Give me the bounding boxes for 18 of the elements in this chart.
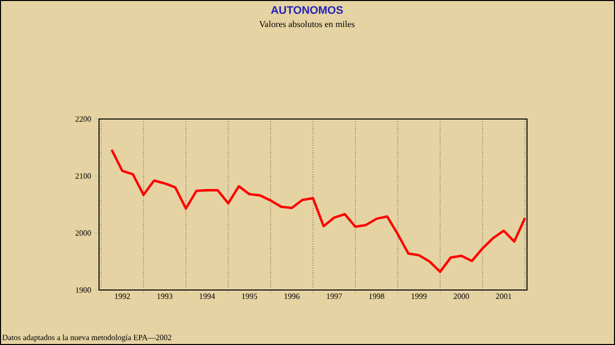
x-tick-label: 1992 bbox=[115, 294, 130, 299]
y-tick-label: 2100 bbox=[76, 173, 91, 179]
chart-subtitle: Valores absolutos en miles bbox=[259, 20, 355, 28]
x-tick-label: 2001 bbox=[496, 294, 512, 299]
x-tick-label: 1998 bbox=[369, 294, 384, 299]
x-tick-label: 1996 bbox=[284, 294, 300, 299]
x-tick-label: 1997 bbox=[326, 294, 342, 299]
y-tick-label: 1900 bbox=[76, 287, 91, 293]
x-tick-label: 1994 bbox=[200, 294, 215, 299]
x-tick-label: 1999 bbox=[412, 294, 427, 299]
chart-title: AUTONOMOS bbox=[271, 6, 343, 14]
y-tick-label: 2200 bbox=[76, 116, 91, 122]
y-tick-label: 2000 bbox=[76, 230, 91, 236]
text: Datos adaptados a la nueva metodología EPA—2002 bbox=[2, 334, 172, 342]
line-series bbox=[110, 148, 526, 273]
x-tick-label: 1995 bbox=[242, 294, 258, 299]
x-tick-label: 1993 bbox=[157, 294, 172, 299]
x-tick-label: 2000 bbox=[454, 294, 470, 299]
